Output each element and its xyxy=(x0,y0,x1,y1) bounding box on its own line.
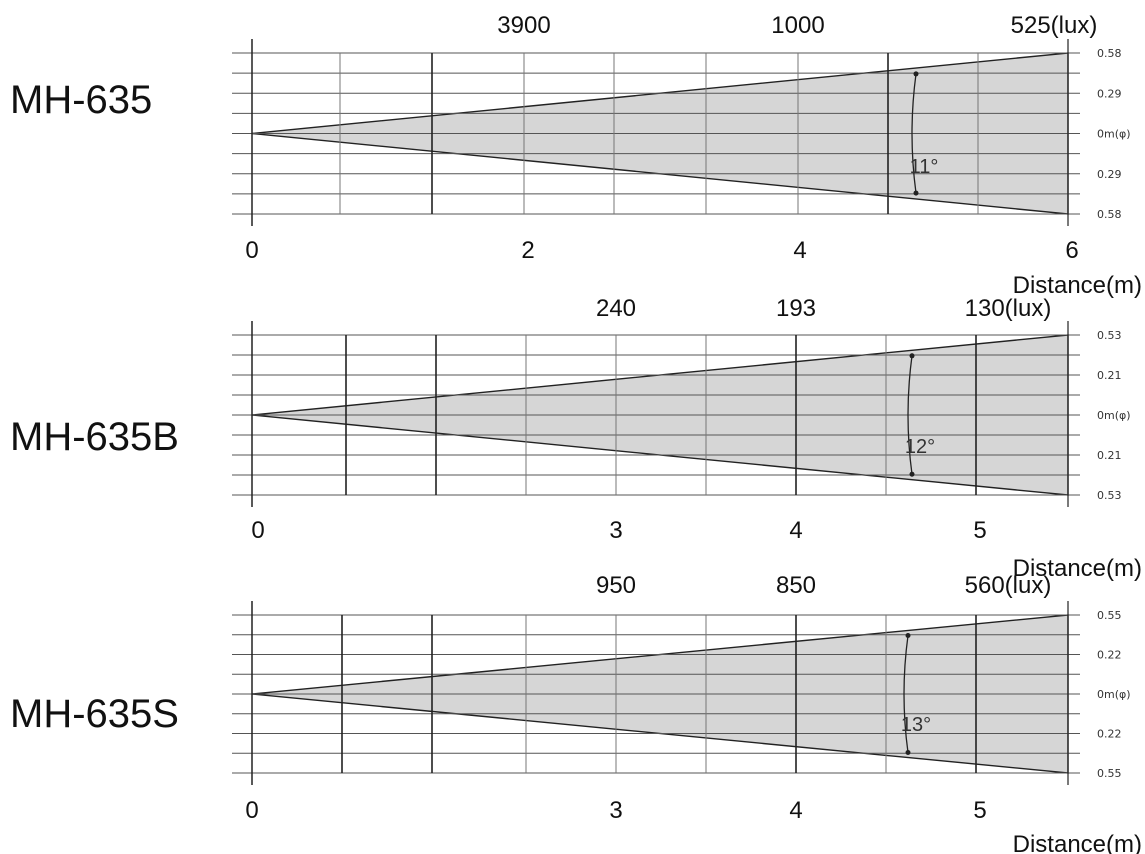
x-axis-label: Distance(m) xyxy=(1013,272,1142,299)
angle-marker-dot xyxy=(913,190,919,196)
side-diameter-label: 0m(φ) xyxy=(1097,688,1131,701)
side-diameter-label: 0.22 xyxy=(1097,728,1122,741)
side-diameter-label: 0.22 xyxy=(1097,649,1122,662)
x-tick-label: 0 xyxy=(251,517,264,544)
x-tick-label: 4 xyxy=(789,797,802,824)
side-diameter-label: 0m(φ) xyxy=(1097,128,1131,141)
lux-label: 3900 xyxy=(497,12,550,39)
beam-angle-label: 11° xyxy=(910,156,939,178)
side-diameter-label: 0.55 xyxy=(1097,609,1122,622)
x-tick-label: 0 xyxy=(245,237,258,264)
angle-marker-dot xyxy=(909,353,915,359)
angle-marker-dot xyxy=(905,633,911,639)
x-tick-label: 2 xyxy=(521,237,534,264)
lux-label: 525(lux) xyxy=(1011,12,1098,39)
angle-arc xyxy=(907,355,913,475)
x-tick-label: 5 xyxy=(973,517,986,544)
beam-panel-2: MH-635B 240 193 130(lux) 0 3 4 5 Distance(m) 0.53… xyxy=(10,295,1142,582)
side-diameter-label: 0.29 xyxy=(1097,87,1122,100)
side-diameter-label: 0.29 xyxy=(1097,168,1122,181)
side-diameter-label: 0.58 xyxy=(1097,208,1122,221)
lux-label: 950 xyxy=(596,572,636,599)
lux-label: 1000 xyxy=(771,12,824,39)
model-label: MH-635B xyxy=(10,415,179,459)
angle-marker-dot xyxy=(905,749,911,755)
angle-arc xyxy=(911,73,917,194)
side-diameter-label: 0.53 xyxy=(1097,489,1122,502)
x-tick-label: 6 xyxy=(1065,237,1078,264)
lux-label: 130(lux) xyxy=(965,295,1052,322)
x-tick-label: 4 xyxy=(793,237,806,264)
lux-label: 240 xyxy=(596,295,636,322)
side-diameter-label: 0m(φ) xyxy=(1097,409,1131,422)
beam-angle-label: 12° xyxy=(905,436,935,458)
model-label: MH-635 xyxy=(10,78,152,122)
beam-panel-3: MH-635S 950 850 560(lux) 0 3 4 5 Distance(m) 0.55… xyxy=(10,572,1142,854)
angle-arc xyxy=(903,635,909,753)
x-tick-label: 3 xyxy=(609,517,622,544)
x-tick-label: 3 xyxy=(609,797,622,824)
lux-label: 560(lux) xyxy=(965,572,1052,599)
side-diameter-label: 0.58 xyxy=(1097,47,1122,60)
model-label: MH-635S xyxy=(10,692,179,736)
lux-label: 850 xyxy=(776,572,816,599)
side-diameter-label: 0.21 xyxy=(1097,449,1122,462)
x-tick-label: 4 xyxy=(789,517,802,544)
angle-marker-dot xyxy=(909,471,915,477)
angle-marker-dot xyxy=(913,71,919,77)
x-axis-label: Distance(m) xyxy=(1013,831,1142,854)
lux-label: 193 xyxy=(776,295,816,322)
x-tick-label: 5 xyxy=(973,797,986,824)
side-diameter-label: 0.21 xyxy=(1097,369,1122,382)
beam-panel-1: MH-635 3900 1000 525(lux) 0 2 4 6 Distance(m) 0.5… xyxy=(10,12,1142,299)
side-diameter-label: 0.55 xyxy=(1097,767,1122,780)
beam-angle-label: 13° xyxy=(901,714,931,736)
side-diameter-label: 0.53 xyxy=(1097,329,1122,342)
x-axis-label: Distance(m) xyxy=(1013,555,1142,582)
x-tick-label: 0 xyxy=(245,797,258,824)
